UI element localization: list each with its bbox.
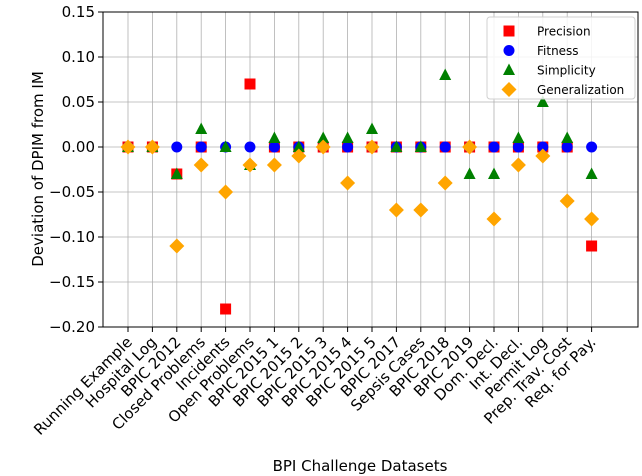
generalization-point <box>315 139 331 155</box>
simplicity-point <box>585 167 598 179</box>
legend-marker-simplicity <box>503 63 515 75</box>
fitness-point <box>488 141 500 153</box>
y-tick-label: 0.10 <box>62 48 95 66</box>
simplicity-point <box>463 167 476 179</box>
generalization-point <box>486 211 502 227</box>
generalization-point <box>169 238 185 254</box>
generalization-point <box>437 175 453 191</box>
generalization-point <box>462 139 478 155</box>
simplicity-point <box>536 95 549 107</box>
fitness-point <box>537 141 549 153</box>
fitness-point <box>586 141 598 153</box>
generalization-point <box>364 139 380 155</box>
generalization-point <box>193 157 209 173</box>
simplicity-point <box>390 140 403 152</box>
precision-point <box>244 78 256 90</box>
legend-marker-fitness <box>503 45 515 56</box>
generalization-point <box>218 184 234 200</box>
legend-label-simplicity: Simplicity <box>537 64 596 78</box>
simplicity-point <box>488 167 500 179</box>
series-simplicity <box>122 68 598 179</box>
precision-point <box>220 303 232 315</box>
legend-marker-precision <box>503 25 515 37</box>
fitness-point <box>268 141 280 153</box>
fitness-point <box>244 141 256 153</box>
generalization-point <box>120 139 136 155</box>
legend-label-fitness: Fitness <box>537 44 579 58</box>
simplicity-point <box>439 68 452 80</box>
simplicity-point <box>317 131 330 143</box>
y-tick-label: 0.05 <box>62 93 95 111</box>
simplicity-point <box>512 131 525 143</box>
y-tick-label: −0.20 <box>49 318 95 336</box>
data-points <box>120 68 600 315</box>
legend-box <box>486 16 636 100</box>
simplicity-point <box>268 131 281 143</box>
simplicity-point <box>195 122 208 134</box>
simplicity-point <box>414 140 427 152</box>
generalization-point <box>388 202 404 218</box>
simplicity-point <box>292 140 305 152</box>
generalization-point <box>340 175 356 191</box>
simplicity-point <box>366 122 378 134</box>
legend: Precision Fitness Simplicity Generalization <box>486 16 636 100</box>
generalization-point <box>413 202 429 218</box>
series-precision <box>122 78 598 315</box>
generalization-point <box>535 148 551 164</box>
generalization-point <box>242 157 258 173</box>
generalization-point <box>144 139 160 155</box>
simplicity-point <box>561 131 574 143</box>
precision-point <box>586 240 598 252</box>
simplicity-point <box>219 140 232 152</box>
fitness-point <box>439 141 451 153</box>
generalization-point <box>584 211 600 227</box>
fitness-point <box>171 141 183 153</box>
legend-label-precision: Precision <box>537 25 591 39</box>
y-tick-label: −0.05 <box>49 183 95 201</box>
generalization-point <box>291 148 307 164</box>
y-tick-label: −0.10 <box>49 228 95 246</box>
simplicity-point <box>341 131 354 143</box>
generalization-point <box>559 193 575 209</box>
x-axis-label: BPI Challenge Datasets <box>273 457 448 475</box>
simplicity-point <box>170 167 183 179</box>
y-tick-label: 0.15 <box>62 3 95 21</box>
y-axis-ticks: 0.15 0.10 0.05 0.00 −0.05 −0.10 −0.15 −0.20 <box>49 3 103 336</box>
y-axis-label: Deviation of DPIM from IM <box>29 71 47 267</box>
y-tick-label: 0.00 <box>62 138 95 156</box>
fitness-point <box>512 141 524 153</box>
generalization-point <box>266 157 282 173</box>
fitness-point <box>195 141 207 153</box>
legend-marker-generalization <box>501 82 517 97</box>
fitness-point <box>561 141 573 153</box>
series-generalization <box>120 139 600 254</box>
fitness-point <box>342 141 354 153</box>
y-tick-label: −0.15 <box>49 273 95 291</box>
legend-label-generalization: Generalization <box>537 83 624 97</box>
generalization-point <box>510 157 526 173</box>
plot-frame <box>102 11 639 328</box>
